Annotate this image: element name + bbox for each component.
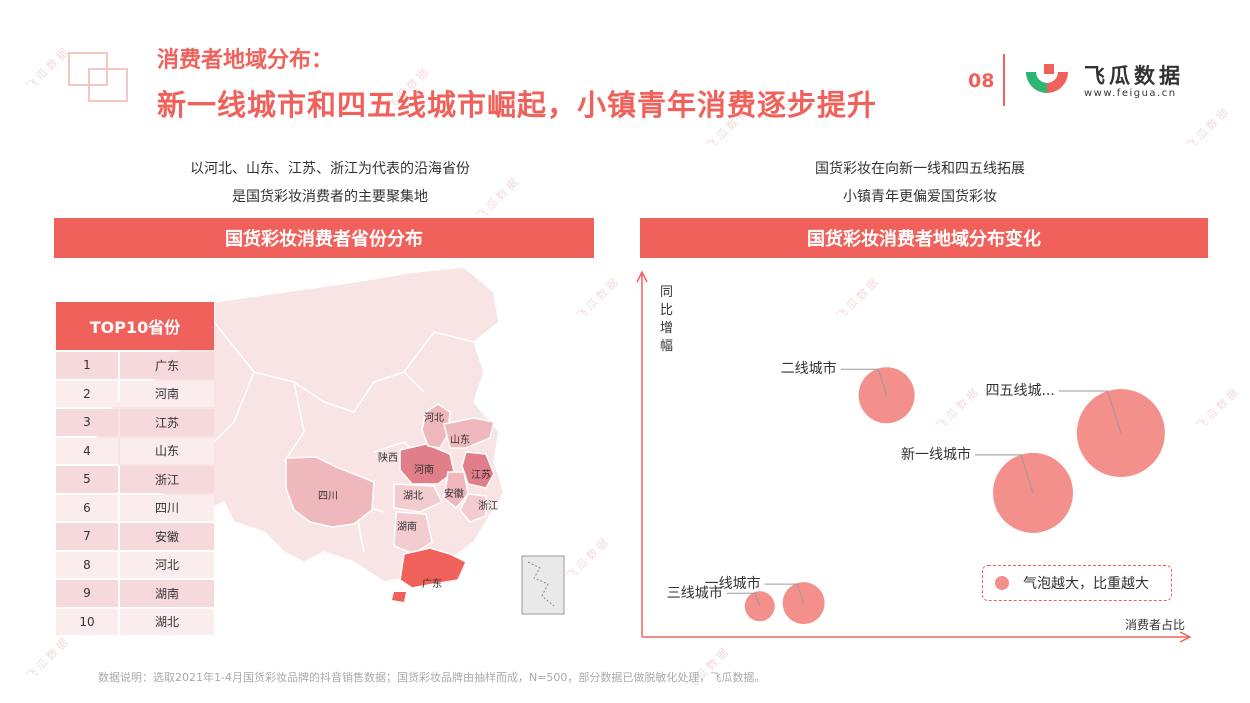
province-cell: 广东 (120, 352, 214, 379)
left-subtitle-2: 是国货彩妆消费者的主要聚集地 (232, 189, 428, 205)
top10-title: TOP10省份 (56, 302, 214, 350)
map-label-shandong: 山东 (450, 435, 470, 446)
legend-text: 气泡越大，比重越大 (1023, 576, 1149, 592)
rank-cell: 6 (56, 494, 118, 521)
watermark: 飞瓜数据 (23, 43, 73, 93)
table-row: 3 江苏 (56, 409, 214, 436)
watermark: 飞瓜数据 (1183, 103, 1233, 153)
bubble-label: 新一线城市 (901, 446, 971, 463)
right-banner: 国货彩妆消费者地域分布变化 (640, 218, 1208, 258)
rank-cell: 10 (56, 608, 118, 635)
south-sea-inset (521, 555, 565, 615)
rank-cell: 2 (56, 380, 118, 407)
bubble-label: 三线城市 (667, 584, 723, 601)
map-label-sichuan: 四川 (318, 491, 338, 502)
map-label-jiangsu: 江苏 (471, 470, 491, 481)
bubble-leader-line (764, 583, 805, 604)
bubble-label: 二线城市 (781, 360, 837, 377)
rank-cell: 7 (56, 523, 118, 550)
province-cell: 湖北 (120, 608, 214, 635)
map-province-shandong (443, 417, 495, 449)
map-province-hunan (393, 511, 433, 555)
map-label-hunan: 湖南 (397, 522, 417, 533)
rank-cell: 8 (56, 551, 118, 578)
header-divider (1003, 54, 1005, 106)
bubble-label: 四五线城... (985, 383, 1054, 399)
map-province-zhejiang (459, 493, 487, 523)
bubble-leader-line (840, 368, 888, 396)
chart-legend: 气泡越大，比重越大 (982, 565, 1172, 601)
province-cell: 安徽 (120, 523, 214, 550)
table-row: 6 四川 (56, 494, 214, 521)
bubble-leader-line (975, 454, 1034, 494)
table-row: 5 浙江 (56, 466, 214, 493)
province-cell: 四川 (120, 494, 214, 521)
decorative-squares-icon (68, 52, 128, 102)
bubble-point (858, 367, 915, 424)
rank-cell: 4 (56, 437, 118, 464)
rank-cell: 9 (56, 580, 118, 607)
table-row: 1 广东 (56, 352, 214, 379)
table-row: 10 湖北 (56, 608, 214, 635)
rank-cell: 3 (56, 409, 118, 436)
table-row: 9 湖南 (56, 580, 214, 607)
map-province-anhui (443, 471, 469, 510)
right-subtitle-2: 小镇青年更偏爱国货彩妆 (843, 189, 997, 205)
map-label-shaanxi: 陕西 (378, 453, 398, 464)
top10-table: 1 广东 2 河南 3 江苏 4 山东 5 浙江 6 四川 7 安徽 8 河北 9 湖南 10 湖北 (56, 352, 214, 637)
bubble-leader-line (1058, 390, 1122, 434)
map-label-henan: 河南 (414, 465, 434, 476)
province-cell: 河北 (120, 551, 214, 578)
left-subtitle-1: 以河北、山东、江苏、浙江为代表的沿海省份 (190, 161, 470, 177)
page-title-line2: 新一线城市和四五线城市崛起，小镇青年消费逐步提升 (157, 88, 878, 122)
map-province-hubei (393, 483, 444, 513)
map-hainan (392, 592, 406, 602)
footnote: 数据说明：选取2021年1-4月国货彩妆品牌的抖音销售数据；国货彩妆品牌由抽样而… (98, 671, 766, 684)
map-label-zhejiang: 浙江 (478, 501, 498, 512)
map-label-anhui: 安徽 (444, 489, 464, 500)
logo-text: 飞瓜数据 (1084, 64, 1184, 88)
province-cell: 河南 (120, 380, 214, 407)
table-row: 4 山东 (56, 437, 214, 464)
map-province-hebei (421, 403, 451, 449)
province-cell: 山东 (120, 437, 214, 464)
map-province-guangdong (399, 547, 467, 589)
table-row: 2 河南 (56, 380, 214, 407)
logo-url: www.feigua.cn (1084, 88, 1177, 99)
province-cell: 湖南 (120, 580, 214, 607)
table-row: 8 河北 (56, 551, 214, 578)
x-axis-label: 消费者占比 (1125, 617, 1185, 632)
left-banner: 国货彩妆消费者省份分布 (54, 218, 594, 258)
table-row: 7 安徽 (56, 523, 214, 550)
feigua-logo-icon (1026, 64, 1068, 93)
rank-cell: 1 (56, 352, 118, 379)
map-label-hebei: 河北 (424, 413, 444, 424)
x-axis-arrow (1179, 631, 1192, 643)
right-subtitle-1: 国货彩妆在向新一线和四五线拓展 (815, 161, 1025, 177)
map-label-hubei: 湖北 (403, 491, 423, 502)
bubble-label: 一线城市 (705, 575, 761, 592)
province-cell: 江苏 (120, 409, 214, 436)
y-axis-label: 同比增幅 (660, 285, 673, 354)
province-cell: 浙江 (120, 466, 214, 493)
y-axis-arrow (636, 270, 648, 283)
page-number: 08 (968, 70, 995, 92)
map-label-guangdong: 广东 (422, 579, 442, 590)
page-title-line1: 消费者地域分布： (157, 48, 334, 73)
bubble-leader-line (726, 592, 761, 607)
map-province-jiangsu (461, 451, 495, 489)
legend-bubble-icon (995, 576, 1009, 590)
rank-cell: 5 (56, 466, 118, 493)
map-province-sichuan (285, 456, 375, 528)
